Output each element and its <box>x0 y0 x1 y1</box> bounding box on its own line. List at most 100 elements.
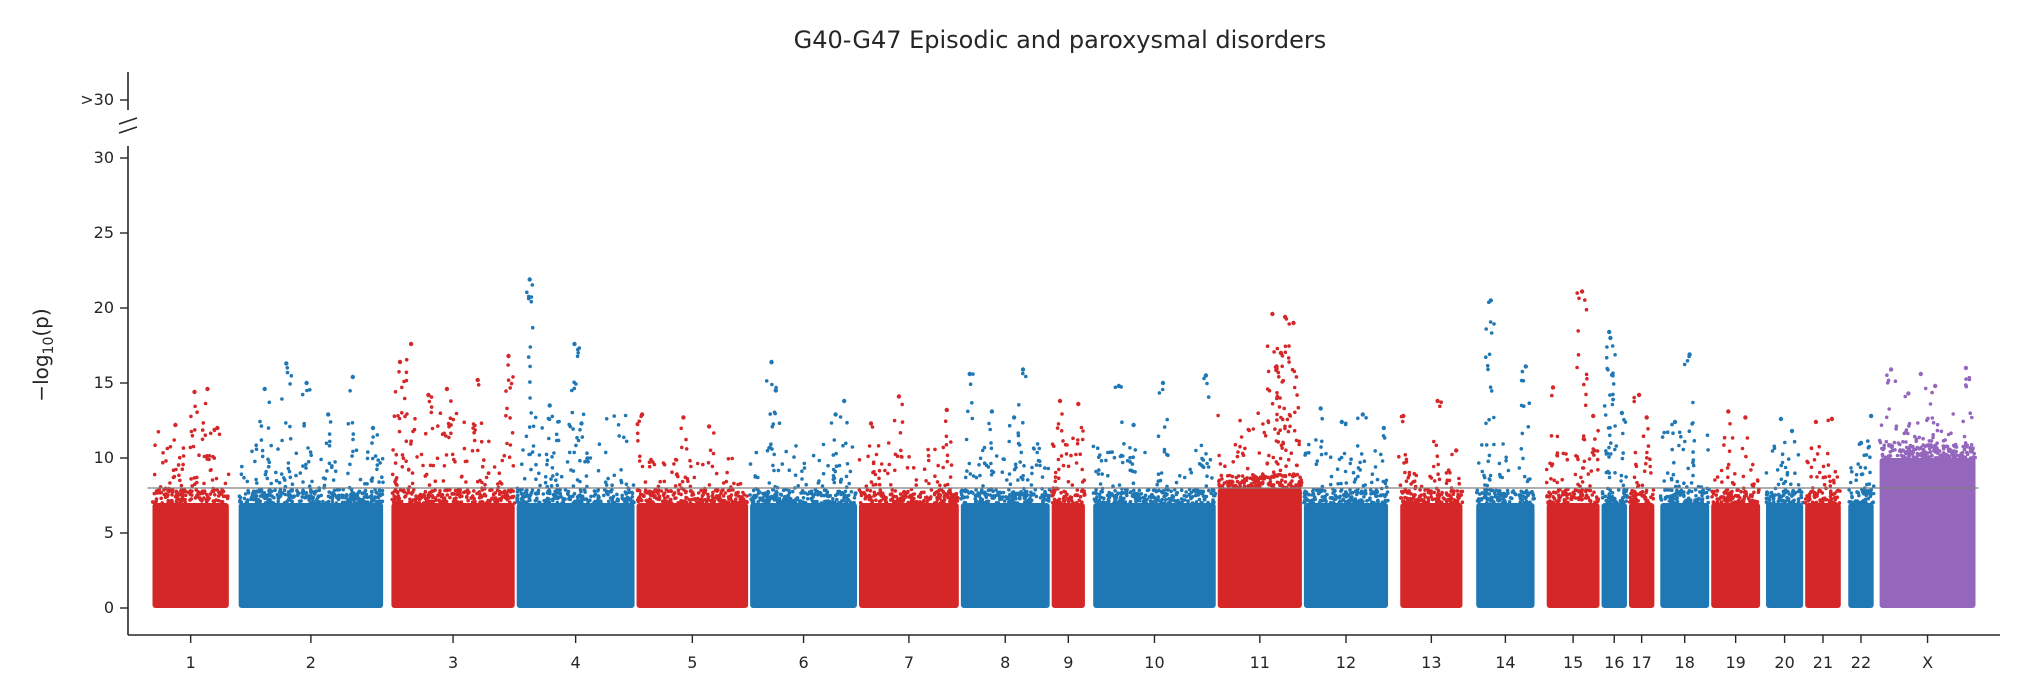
data-point <box>362 495 367 499</box>
peak-point <box>215 425 220 431</box>
data-point <box>177 455 182 460</box>
data-point <box>1380 459 1385 463</box>
data-point <box>1962 447 1967 452</box>
data-point <box>442 464 447 468</box>
data-point <box>871 483 876 487</box>
data-point <box>1947 449 1951 454</box>
data-point <box>1757 487 1761 492</box>
data-point <box>1383 494 1387 499</box>
data-point <box>1216 413 1220 418</box>
data-point <box>1722 443 1726 447</box>
data-point <box>1573 472 1578 477</box>
data-point <box>309 494 314 498</box>
data-point <box>1156 472 1161 477</box>
data-point <box>1739 489 1743 494</box>
data-point <box>1295 393 1299 397</box>
data-point <box>736 482 740 487</box>
data-point <box>1928 450 1933 454</box>
data-point <box>1144 501 1148 505</box>
data-point <box>926 458 931 463</box>
data-point <box>499 482 504 486</box>
data-point <box>1488 478 1492 482</box>
data-point <box>1940 454 1944 459</box>
peak-point <box>370 425 376 431</box>
chromosome-11-dense-band <box>1217 488 1302 608</box>
data-point <box>1860 472 1865 476</box>
data-point <box>1384 478 1389 483</box>
data-point <box>530 450 535 454</box>
data-point <box>1820 499 1825 504</box>
data-point <box>480 480 484 485</box>
data-point <box>1123 491 1127 495</box>
data-point <box>1223 464 1227 469</box>
data-point <box>526 355 531 359</box>
data-point <box>1256 411 1260 416</box>
data-point <box>1935 428 1940 433</box>
data-point <box>200 437 205 442</box>
break-mark-bottom <box>118 126 138 134</box>
data-point <box>1935 446 1939 451</box>
data-point <box>756 491 761 495</box>
data-point <box>1407 470 1412 475</box>
data-point <box>1715 488 1719 493</box>
data-point <box>1355 492 1359 497</box>
data-point <box>1116 491 1121 496</box>
peak-point <box>1401 413 1406 419</box>
data-point <box>1692 439 1697 443</box>
data-point <box>1412 471 1417 476</box>
data-point <box>959 497 963 501</box>
data-point <box>1342 451 1347 456</box>
data-point <box>183 493 188 498</box>
data-point <box>1588 484 1592 488</box>
data-point <box>269 481 274 486</box>
data-point <box>1710 489 1714 494</box>
data-point <box>1622 417 1626 422</box>
data-point <box>1854 472 1859 477</box>
data-point <box>898 431 903 435</box>
data-point <box>974 488 978 492</box>
data-point <box>707 483 712 487</box>
data-point <box>1059 429 1064 433</box>
data-point <box>1864 453 1869 457</box>
data-point <box>588 456 593 460</box>
data-point <box>1235 479 1240 484</box>
data-point <box>664 499 668 503</box>
data-point <box>1284 448 1288 453</box>
data-point <box>365 456 370 461</box>
data-point <box>1926 443 1931 447</box>
data-point <box>378 493 383 498</box>
data-point <box>770 488 775 492</box>
data-point <box>1497 494 1502 499</box>
data-point <box>528 396 532 400</box>
data-point <box>510 431 515 435</box>
data-point <box>1688 498 1693 503</box>
data-point <box>351 432 356 436</box>
data-point <box>171 468 176 473</box>
data-point <box>821 442 826 447</box>
data-point <box>837 489 842 494</box>
data-point <box>1769 490 1774 495</box>
data-point <box>512 501 517 505</box>
data-point <box>1012 467 1017 472</box>
data-point <box>300 392 305 397</box>
data-point <box>1297 442 1301 447</box>
data-point <box>708 448 713 453</box>
data-point <box>1397 454 1401 459</box>
y-axis-label-tail: (p) <box>29 308 53 336</box>
data-point <box>688 458 692 463</box>
data-point <box>1000 470 1005 475</box>
data-point <box>1870 501 1874 505</box>
data-point <box>1178 474 1182 478</box>
data-point <box>380 475 384 480</box>
data-point <box>1575 365 1579 370</box>
data-point <box>1061 463 1066 468</box>
data-point <box>1168 500 1172 504</box>
data-point <box>718 496 722 500</box>
data-point <box>391 448 395 452</box>
data-point <box>517 500 521 505</box>
data-point <box>989 446 994 451</box>
data-point <box>965 495 970 499</box>
data-point <box>1023 500 1027 504</box>
data-point <box>592 501 596 505</box>
data-point <box>1825 451 1830 456</box>
